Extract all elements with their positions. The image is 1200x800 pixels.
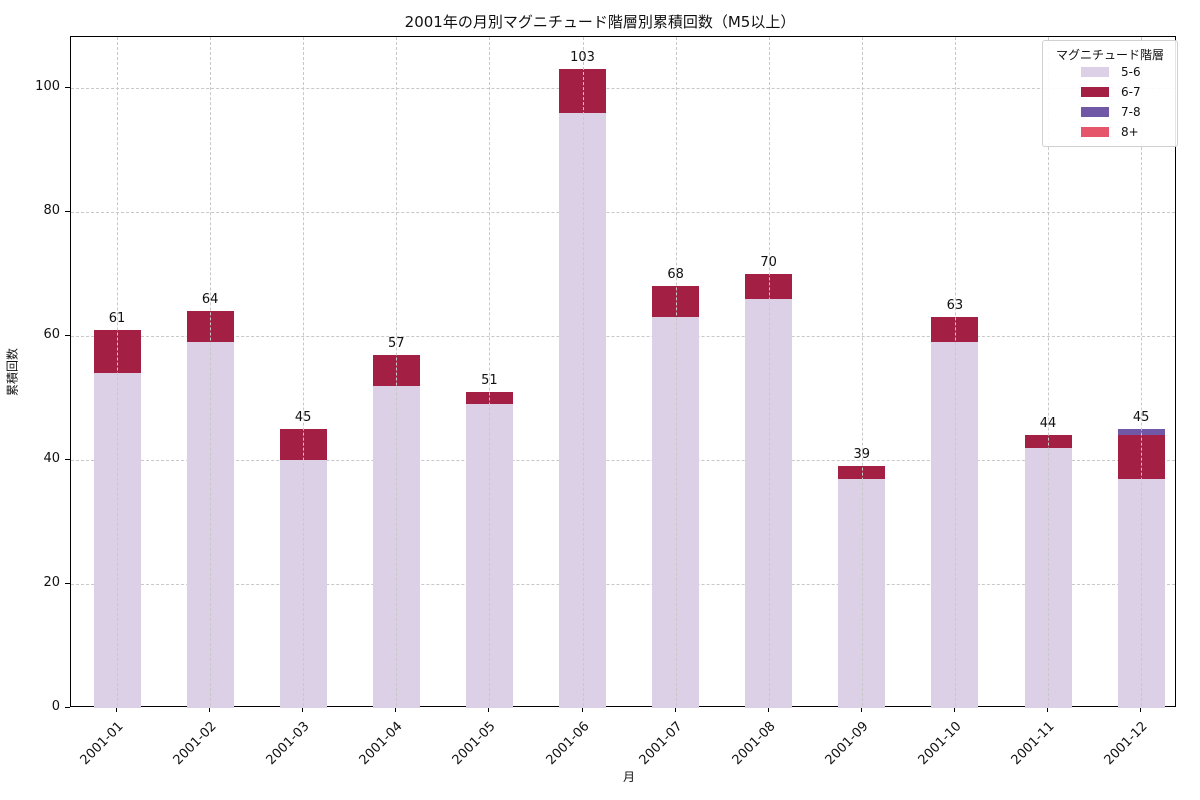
gridline-horizontal [71,336,1175,337]
bar-total-label: 103 [570,50,595,66]
legend-swatch [1081,87,1109,97]
x-tick-label: 2001-05 [449,719,499,769]
gridline-vertical [954,37,956,706]
legend-swatch [1081,67,1109,77]
gridline-vertical [675,37,677,706]
legend-label: 6-7 [1121,85,1141,99]
bar-total-label: 64 [201,292,219,308]
bar-total-label: 44 [1039,416,1057,432]
gridline-vertical [489,37,491,706]
legend-label: 7-8 [1121,105,1141,119]
x-tick [488,707,490,712]
legend-label: 5-6 [1121,65,1141,79]
x-tick-label: 2001-06 [543,719,593,769]
y-tick [65,707,70,708]
y-tick-label: 100 [35,79,60,94]
x-tick [209,707,211,712]
gridline-vertical [1141,37,1143,706]
x-tick [674,707,676,712]
x-tick [581,707,583,712]
y-tick [65,583,70,584]
x-axis-label: 月 [623,770,636,784]
y-tick [65,87,70,88]
gridline-vertical [210,37,212,706]
legend-swatch [1081,127,1109,137]
gridline-horizontal [71,88,1175,89]
y-tick [65,335,70,336]
x-tick [860,707,862,712]
bar-total-label: 39 [853,447,871,463]
plot-area: 61 64 45 57 51 103 68 70 39 63 44 45 [70,36,1176,708]
bar-total-label: 61 [108,310,126,326]
bar-total-label: 68 [667,267,684,283]
x-tick [1140,707,1142,712]
bar-total-label: 51 [481,372,498,388]
y-tick-label: 20 [43,575,60,590]
x-tick-label: 2001-01 [77,719,127,769]
y-tick-label: 0 [51,699,60,714]
x-tick [953,707,955,712]
bar-total-label: 70 [760,255,777,270]
gridline-vertical [303,37,305,706]
x-tick [767,707,769,712]
y-axis-label: 累積回数 [5,347,20,397]
x-tick-label: 2001-12 [1101,719,1151,769]
y-tick-label: 60 [43,327,60,342]
x-tick-label: 2001-03 [263,719,313,769]
bar-total-label: 63 [946,298,964,314]
x-tick-label: 2001-07 [636,719,686,769]
y-tick-label: 40 [43,451,60,466]
gridline-vertical [117,37,118,706]
x-tick-label: 2001-11 [1008,719,1058,769]
legend-item-8+: 8+ [1081,125,1139,139]
gridline-horizontal [71,584,1175,585]
gridline-horizontal [71,460,1175,461]
y-tick-label: 80 [43,203,60,218]
gridline-vertical [582,37,584,706]
legend-item-7-8: 7-8 [1081,105,1141,119]
x-tick [116,707,117,712]
legend-title: マグニチュード階層 [1055,48,1164,62]
x-tick [395,707,397,712]
x-tick-label: 2001-10 [915,719,965,769]
legend: マグニチュード階層 5-6 6-7 7-8 8+ [1042,40,1178,147]
chart-title: 2001年の月別マグニチュード階層別累積回数（M5以上） [404,13,796,31]
gridline-horizontal [71,212,1175,213]
x-tick [302,707,304,712]
legend-label: 8+ [1121,125,1139,139]
y-tick [65,459,70,460]
legend-swatch [1081,107,1109,117]
legend-item-5-6: 5-6 [1081,65,1141,79]
legend-item-6-7: 6-7 [1081,85,1141,99]
gridline-vertical [768,37,770,706]
x-tick-label: 2001-08 [729,719,779,769]
y-tick [65,211,70,212]
x-tick-label: 2001-04 [356,719,406,769]
bar-total-label: 45 [1132,410,1150,425]
x-tick [1047,707,1048,712]
bar-total-label: 45 [294,410,312,425]
gridline-vertical [861,37,863,706]
gridline-vertical [396,37,398,706]
gridline-vertical [1048,37,1049,706]
x-tick-label: 2001-02 [170,719,220,769]
bar-total-label: 57 [388,335,405,351]
x-tick-label: 2001-09 [822,719,872,769]
